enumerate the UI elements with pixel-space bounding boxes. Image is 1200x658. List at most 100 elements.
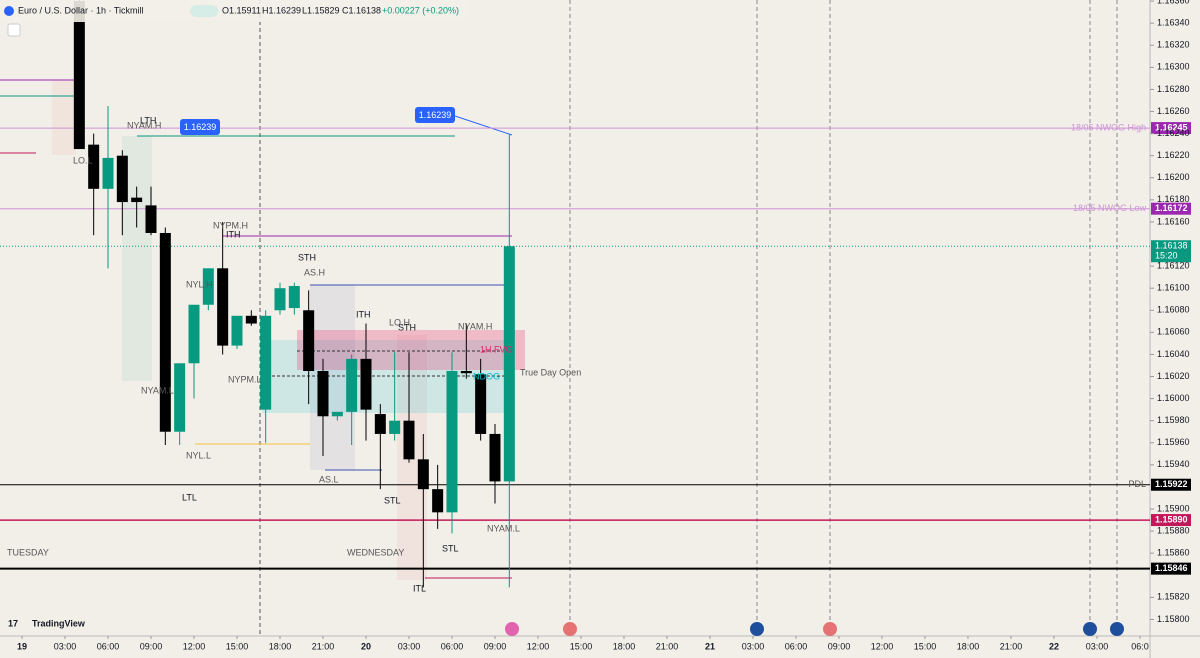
x-tick-label: 22: [1049, 641, 1059, 651]
candle-body: [245, 315, 257, 324]
ohlc-close: C1.16138: [342, 5, 381, 15]
countdown-label: 15:20: [1155, 251, 1178, 261]
y-tick-label: 1.16160: [1157, 216, 1190, 226]
annotation: AS.L: [319, 474, 339, 484]
y-tick-label: 1.16020: [1157, 371, 1190, 381]
current-price-tag: [1151, 240, 1191, 263]
candle-body: [288, 285, 300, 309]
level-tag: [1151, 202, 1191, 215]
x-tick-label: 09:00: [140, 641, 163, 651]
annotation: LO.L: [73, 155, 93, 165]
annotation: STH: [398, 322, 416, 332]
y-tick-label: 1.15980: [1157, 415, 1190, 425]
candle-body: [460, 371, 472, 374]
zone: [52, 80, 76, 155]
candle-body: [260, 315, 272, 410]
annotation: True Day Open: [520, 367, 581, 377]
candle-body: [489, 433, 501, 482]
x-tick-label: 03:00: [1086, 641, 1109, 651]
level-tag: [1151, 478, 1191, 491]
header-bg: [0, 0, 470, 22]
y-tick-label: 1.16300: [1157, 62, 1190, 72]
candle-body: [417, 459, 429, 490]
candle-body: [188, 304, 200, 364]
level-tag-label: 1.16172: [1155, 203, 1188, 213]
levels: 18/05 NWOG High 1.16245 18/05 NWOG Low 1.16…: [0, 122, 1191, 575]
logo-mark: 17: [8, 618, 18, 628]
annotation: LTL: [182, 492, 197, 502]
symbol-title: Euro / U.S. Dollar · 1h · Tickmill: [18, 5, 144, 15]
candle-body: [73, 1, 85, 150]
event-icon[interactable]: [823, 622, 837, 636]
x-tick-label: 20: [361, 641, 371, 651]
y-tick-label: 1.16000: [1157, 393, 1190, 403]
x-tick-label: 21:00: [1000, 641, 1023, 651]
y-tick-label: 1.15880: [1157, 525, 1190, 535]
current-price-label: 1.16138: [1155, 241, 1188, 251]
candle-body: [303, 310, 315, 371]
event-icon[interactable]: [1110, 622, 1124, 636]
x-tick-label: 15:00: [570, 641, 593, 651]
level-tag-label: 1.15846: [1155, 563, 1188, 573]
annotation: ITH: [226, 229, 241, 239]
axes: 1.16360 1.16340 1.16320 1.16300 1.16280 1.162…: [17, 0, 1190, 651]
candles: [73, 0, 515, 588]
annotation: ITL: [413, 583, 426, 593]
y-tick-label: 1.16220: [1157, 150, 1190, 160]
callout: 1.16239: [419, 110, 452, 120]
candle-body: [145, 205, 157, 233]
x-tick-label: 21:00: [312, 641, 335, 651]
annotation: STH: [298, 252, 316, 262]
candle-body: [374, 414, 386, 434]
level-tag-label: 1.15922: [1155, 479, 1188, 489]
annotation: NYPM.L: [228, 374, 262, 384]
candle-body: [131, 197, 143, 203]
collapse-button[interactable]: [7, 23, 21, 37]
symbol-icon: [4, 6, 14, 16]
callout-box: [180, 119, 220, 135]
annotation: NYAM.L: [487, 523, 520, 533]
level-tag: [1151, 562, 1191, 575]
x-tick-label: 21: [705, 641, 715, 651]
event-icon[interactable]: [750, 622, 764, 636]
x-tick-label: 03:00: [742, 641, 765, 651]
y-tick-label: 1.16200: [1157, 172, 1190, 182]
candle-body: [102, 157, 114, 189]
x-tick-label: 21:00: [656, 641, 679, 651]
candle-body: [202, 268, 214, 305]
fvg-zone: [297, 330, 525, 370]
y-tick-label: 1.16360: [1157, 0, 1190, 5]
candle-body: [360, 358, 372, 410]
level-name: 18/05 NWOG High: [1071, 122, 1146, 132]
event-icon[interactable]: [505, 622, 519, 636]
x-tick-label: 06:00: [97, 641, 120, 651]
x-tick-label: 12:00: [871, 641, 894, 651]
x-tick-label: 09:00: [828, 641, 851, 651]
event-icon[interactable]: [563, 622, 577, 636]
level-name: PDL: [1128, 479, 1146, 489]
candle-body: [331, 411, 343, 417]
annotation: LTH: [140, 115, 156, 125]
x-tick-label: 12:00: [527, 641, 550, 651]
callout: 1.16239: [184, 122, 217, 132]
y-tick-label: 1.16120: [1157, 260, 1190, 270]
annotation: LO.H: [389, 317, 410, 327]
candle-body: [217, 268, 229, 346]
event-icon[interactable]: [1083, 622, 1097, 636]
candle-body: [174, 363, 186, 432]
x-tick-label: 12:00: [183, 641, 206, 651]
annotation: NYAM.H: [458, 321, 492, 331]
y-tick-label: 1.16180: [1157, 194, 1190, 204]
candle-body: [446, 371, 458, 513]
x-tick-label: 06:0: [1131, 641, 1149, 651]
annotation: STL: [384, 495, 401, 505]
level-tag: [1151, 514, 1191, 527]
ohlc-open: O1.15911: [222, 5, 261, 15]
annotations: LTHNYAM.HLO.LNYPM.HITHSTHAS.HNYL.HITHLO.…: [7, 115, 581, 593]
y-tick-label: 1.16040: [1157, 349, 1190, 359]
candle-body: [389, 420, 401, 434]
x-tick-label: 06:00: [441, 641, 464, 651]
y-tick-label: 1.16060: [1157, 327, 1190, 337]
